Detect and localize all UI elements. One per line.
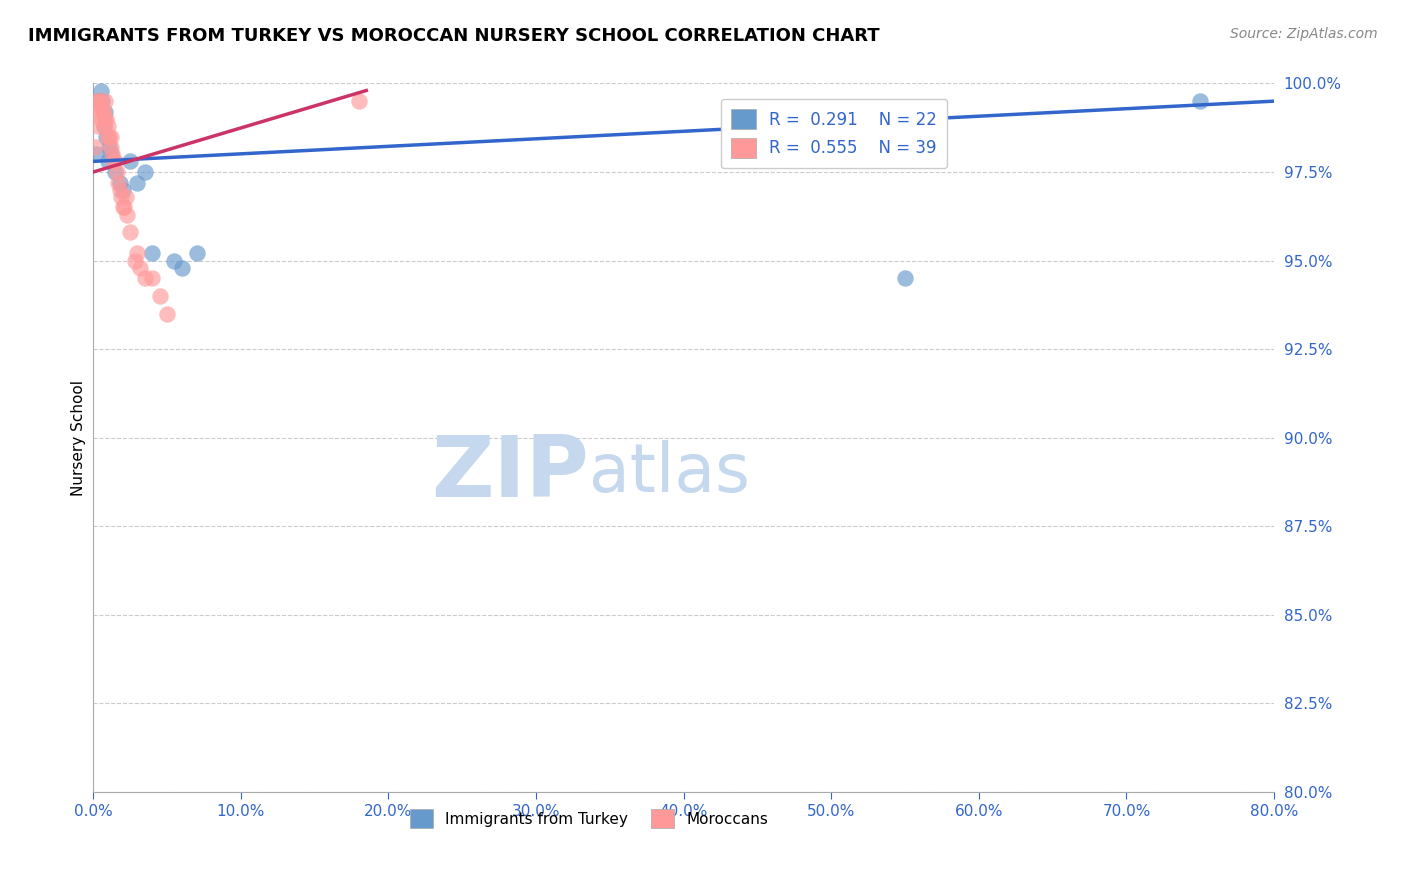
Point — [98, 129, 121, 144]
Text: IMMIGRANTS FROM TURKEY VS MOROCCAN NURSERY SCHOOL CORRELATION CHART: IMMIGRANTS FROM TURKEY VS MOROCCAN NURSE… — [28, 27, 880, 45]
Legend: Immigrants from Turkey, Moroccans: Immigrants from Turkey, Moroccans — [404, 803, 775, 834]
Point — [112, 201, 135, 215]
Point — [84, 147, 107, 161]
Point — [100, 147, 122, 161]
Point — [93, 119, 115, 133]
Text: atlas: atlas — [589, 440, 749, 506]
Point — [115, 207, 138, 221]
Point — [97, 129, 120, 144]
Text: ZIP: ZIP — [432, 432, 589, 515]
Point — [94, 104, 117, 119]
Point — [111, 201, 134, 215]
Point — [100, 140, 122, 154]
Point — [110, 190, 132, 204]
Point — [84, 94, 107, 108]
Point — [87, 104, 110, 119]
Point — [94, 94, 117, 108]
Point — [1189, 94, 1212, 108]
Point — [93, 104, 115, 119]
Point — [96, 129, 118, 144]
Text: Source: ZipAtlas.com: Source: ZipAtlas.com — [1230, 27, 1378, 41]
Point — [111, 183, 134, 197]
Point — [101, 147, 124, 161]
Point — [97, 154, 120, 169]
Point — [141, 271, 163, 285]
Point — [94, 112, 117, 126]
Point — [107, 176, 129, 190]
Y-axis label: Nursery School: Nursery School — [72, 380, 86, 496]
Point — [127, 246, 149, 260]
Point — [86, 101, 108, 115]
Point — [120, 225, 142, 239]
Point — [894, 271, 917, 285]
Point — [103, 154, 125, 169]
Point — [170, 260, 193, 275]
Point — [91, 94, 114, 108]
Point — [124, 253, 146, 268]
Point — [90, 112, 112, 126]
Point — [120, 154, 142, 169]
Point — [108, 183, 131, 197]
Point — [134, 271, 156, 285]
Point — [87, 94, 110, 108]
Point — [149, 289, 172, 303]
Point — [141, 246, 163, 260]
Point — [96, 112, 118, 126]
Point — [100, 129, 122, 144]
Point — [114, 190, 136, 204]
Point — [105, 165, 128, 179]
Point — [129, 260, 152, 275]
Point — [163, 253, 186, 268]
Point — [90, 83, 112, 97]
Point — [186, 246, 208, 260]
Point — [87, 94, 110, 108]
Point — [108, 176, 131, 190]
Point — [83, 140, 105, 154]
Point — [347, 94, 370, 108]
Point — [97, 119, 120, 133]
Point — [91, 101, 114, 115]
Point — [93, 119, 115, 133]
Point — [98, 140, 121, 154]
Point — [127, 176, 149, 190]
Point — [104, 165, 127, 179]
Point — [104, 154, 127, 169]
Point — [86, 119, 108, 133]
Point — [90, 94, 112, 108]
Point — [156, 307, 179, 321]
Point — [134, 165, 156, 179]
